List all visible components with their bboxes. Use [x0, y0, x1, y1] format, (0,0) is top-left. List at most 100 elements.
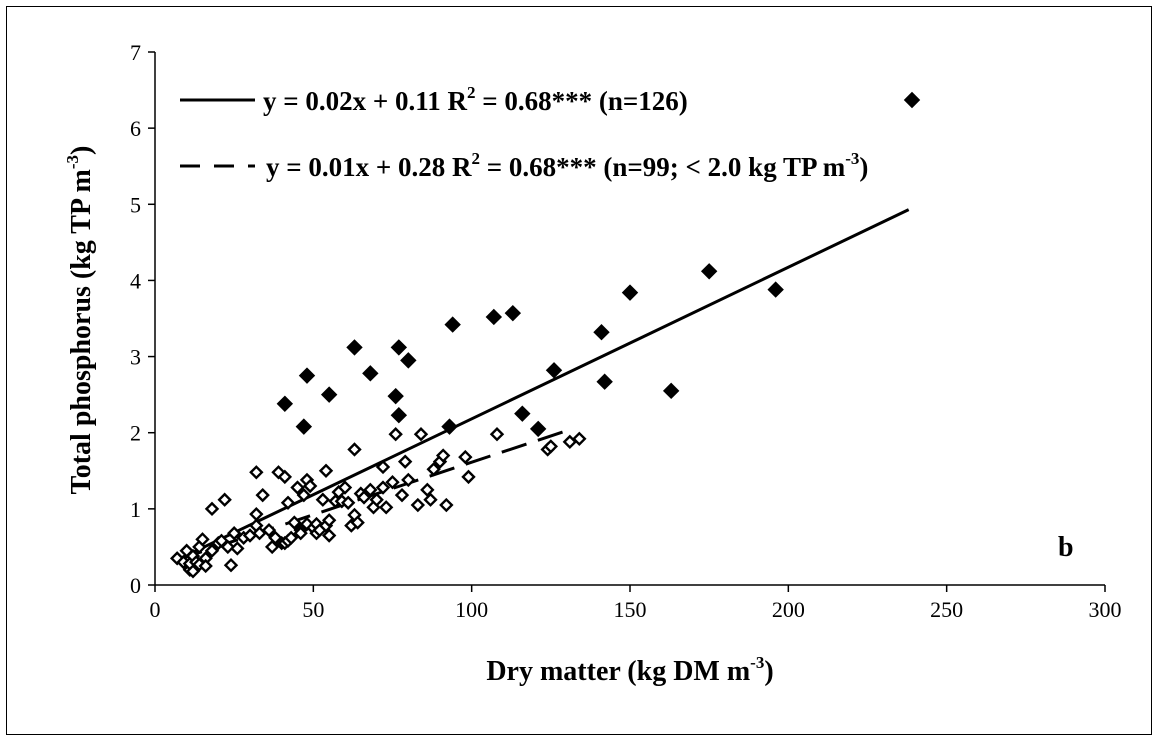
low-data-point	[255, 487, 270, 503]
y-axis: 0 1 2 3 4 5 6 7	[130, 40, 155, 598]
y-tick-label: 0	[130, 573, 141, 598]
low-data-point	[489, 427, 505, 442]
low-data-point	[204, 501, 220, 517]
chart-frame	[6, 6, 1152, 735]
high-data-point	[400, 352, 417, 369]
high-data-point	[700, 263, 718, 280]
y-tick-label: 6	[130, 116, 141, 141]
low-data-point	[261, 522, 277, 538]
low-data-point	[397, 454, 413, 469]
low-data-point	[461, 469, 476, 485]
y-axis-title: Total phosphorus (kg TP m-3)	[63, 146, 97, 495]
low-data-point	[340, 495, 356, 510]
low-data-point	[435, 448, 451, 463]
low-data-point	[378, 500, 394, 515]
low-data-point	[204, 543, 220, 558]
y-tick-label: 1	[130, 497, 141, 522]
high-data-point	[441, 418, 458, 435]
high-data-point	[485, 308, 503, 326]
low-data-point	[185, 564, 201, 579]
low-data-point	[220, 539, 236, 555]
high-data-point	[529, 420, 547, 438]
low-data-point	[321, 513, 337, 528]
low-data-point	[356, 490, 372, 505]
high-data-point	[346, 339, 363, 356]
low-data-point	[217, 492, 232, 507]
high-data-point	[362, 365, 379, 382]
low-data-point	[299, 516, 315, 532]
x-tick-label: 300	[1089, 597, 1122, 622]
low-data-point	[426, 462, 441, 477]
high-data-point	[295, 418, 313, 435]
low-data-point	[283, 530, 299, 545]
high-data-point	[593, 323, 610, 341]
high-data-point	[662, 382, 680, 400]
x-tick-label: 200	[772, 597, 805, 622]
high-data-point	[514, 405, 531, 422]
high-data-point	[621, 284, 639, 301]
legend-text: y = 0.02x + 0.11 R2 = 0.68*** (n=126)	[263, 83, 688, 116]
low-data-point	[439, 497, 454, 513]
legend-marker-diamond	[903, 91, 921, 109]
high-data-point	[320, 386, 338, 403]
data-points	[169, 263, 784, 579]
low-data-point	[401, 472, 416, 488]
low-data-point	[375, 459, 391, 475]
low-data-point	[280, 495, 296, 510]
low-data-point	[287, 515, 302, 530]
legend: y = 0.02x + 0.11 R2 = 0.68*** (n=126) y =…	[180, 83, 921, 182]
x-axis: 0 50 100 150 200 250 300	[150, 585, 1122, 622]
regression-lines	[176, 208, 910, 562]
high-data-point	[387, 387, 404, 405]
x-tick-label: 50	[302, 597, 324, 622]
low-data-point	[363, 482, 378, 498]
low-data-point	[315, 492, 331, 507]
all-regression-line	[176, 208, 910, 562]
low-data-point	[337, 480, 353, 495]
low-data-point	[350, 515, 365, 530]
plot-area	[154, 52, 1105, 586]
low-data-point	[277, 469, 293, 485]
high-data-point	[504, 304, 522, 322]
legend-text: y = 0.01x + 0.28 R2 = 0.68*** (n=99; < 2…	[266, 149, 868, 182]
x-tick-label: 100	[455, 597, 488, 622]
high-data-point	[276, 395, 294, 412]
x-tick-label: 150	[614, 597, 647, 622]
low-data-point	[321, 528, 337, 543]
low-data-point	[249, 506, 264, 522]
high-data-point	[390, 339, 408, 356]
low-data-point	[413, 427, 429, 442]
low-data-point	[302, 478, 318, 494]
low-data-point	[318, 463, 334, 478]
low-data-point	[198, 558, 213, 574]
low-data-point	[420, 482, 435, 498]
high-data-point	[444, 316, 461, 333]
low-data-point	[249, 465, 264, 480]
low-data-point	[458, 449, 473, 465]
x-tick-label: 250	[930, 597, 963, 622]
low-data-point	[230, 541, 245, 556]
low-data-point	[410, 497, 426, 513]
y-tick-label: 3	[130, 345, 141, 370]
low-data-point	[375, 480, 391, 495]
low-data-point	[385, 475, 400, 490]
low-data-point	[296, 487, 312, 503]
low-data-point	[347, 442, 362, 457]
high-data-point	[596, 373, 613, 390]
x-axis-title: Dry matter (kg DM m-3)	[486, 653, 773, 687]
low-data-point	[369, 492, 384, 507]
low-data-point	[271, 465, 286, 480]
low-data-point	[195, 532, 210, 547]
low-data-point	[293, 526, 308, 541]
y-tick-label: 4	[130, 268, 141, 293]
panel-label: b	[1058, 532, 1074, 563]
high-data-point	[545, 362, 563, 379]
low-data-point	[572, 431, 587, 447]
high-data-point	[390, 406, 408, 424]
y-tick-label: 5	[130, 192, 141, 217]
low-data-point	[394, 487, 410, 503]
high-data-point	[767, 281, 784, 298]
low-data-point	[423, 492, 438, 507]
low-data-point	[226, 526, 242, 541]
subset-regression-line	[176, 428, 571, 562]
